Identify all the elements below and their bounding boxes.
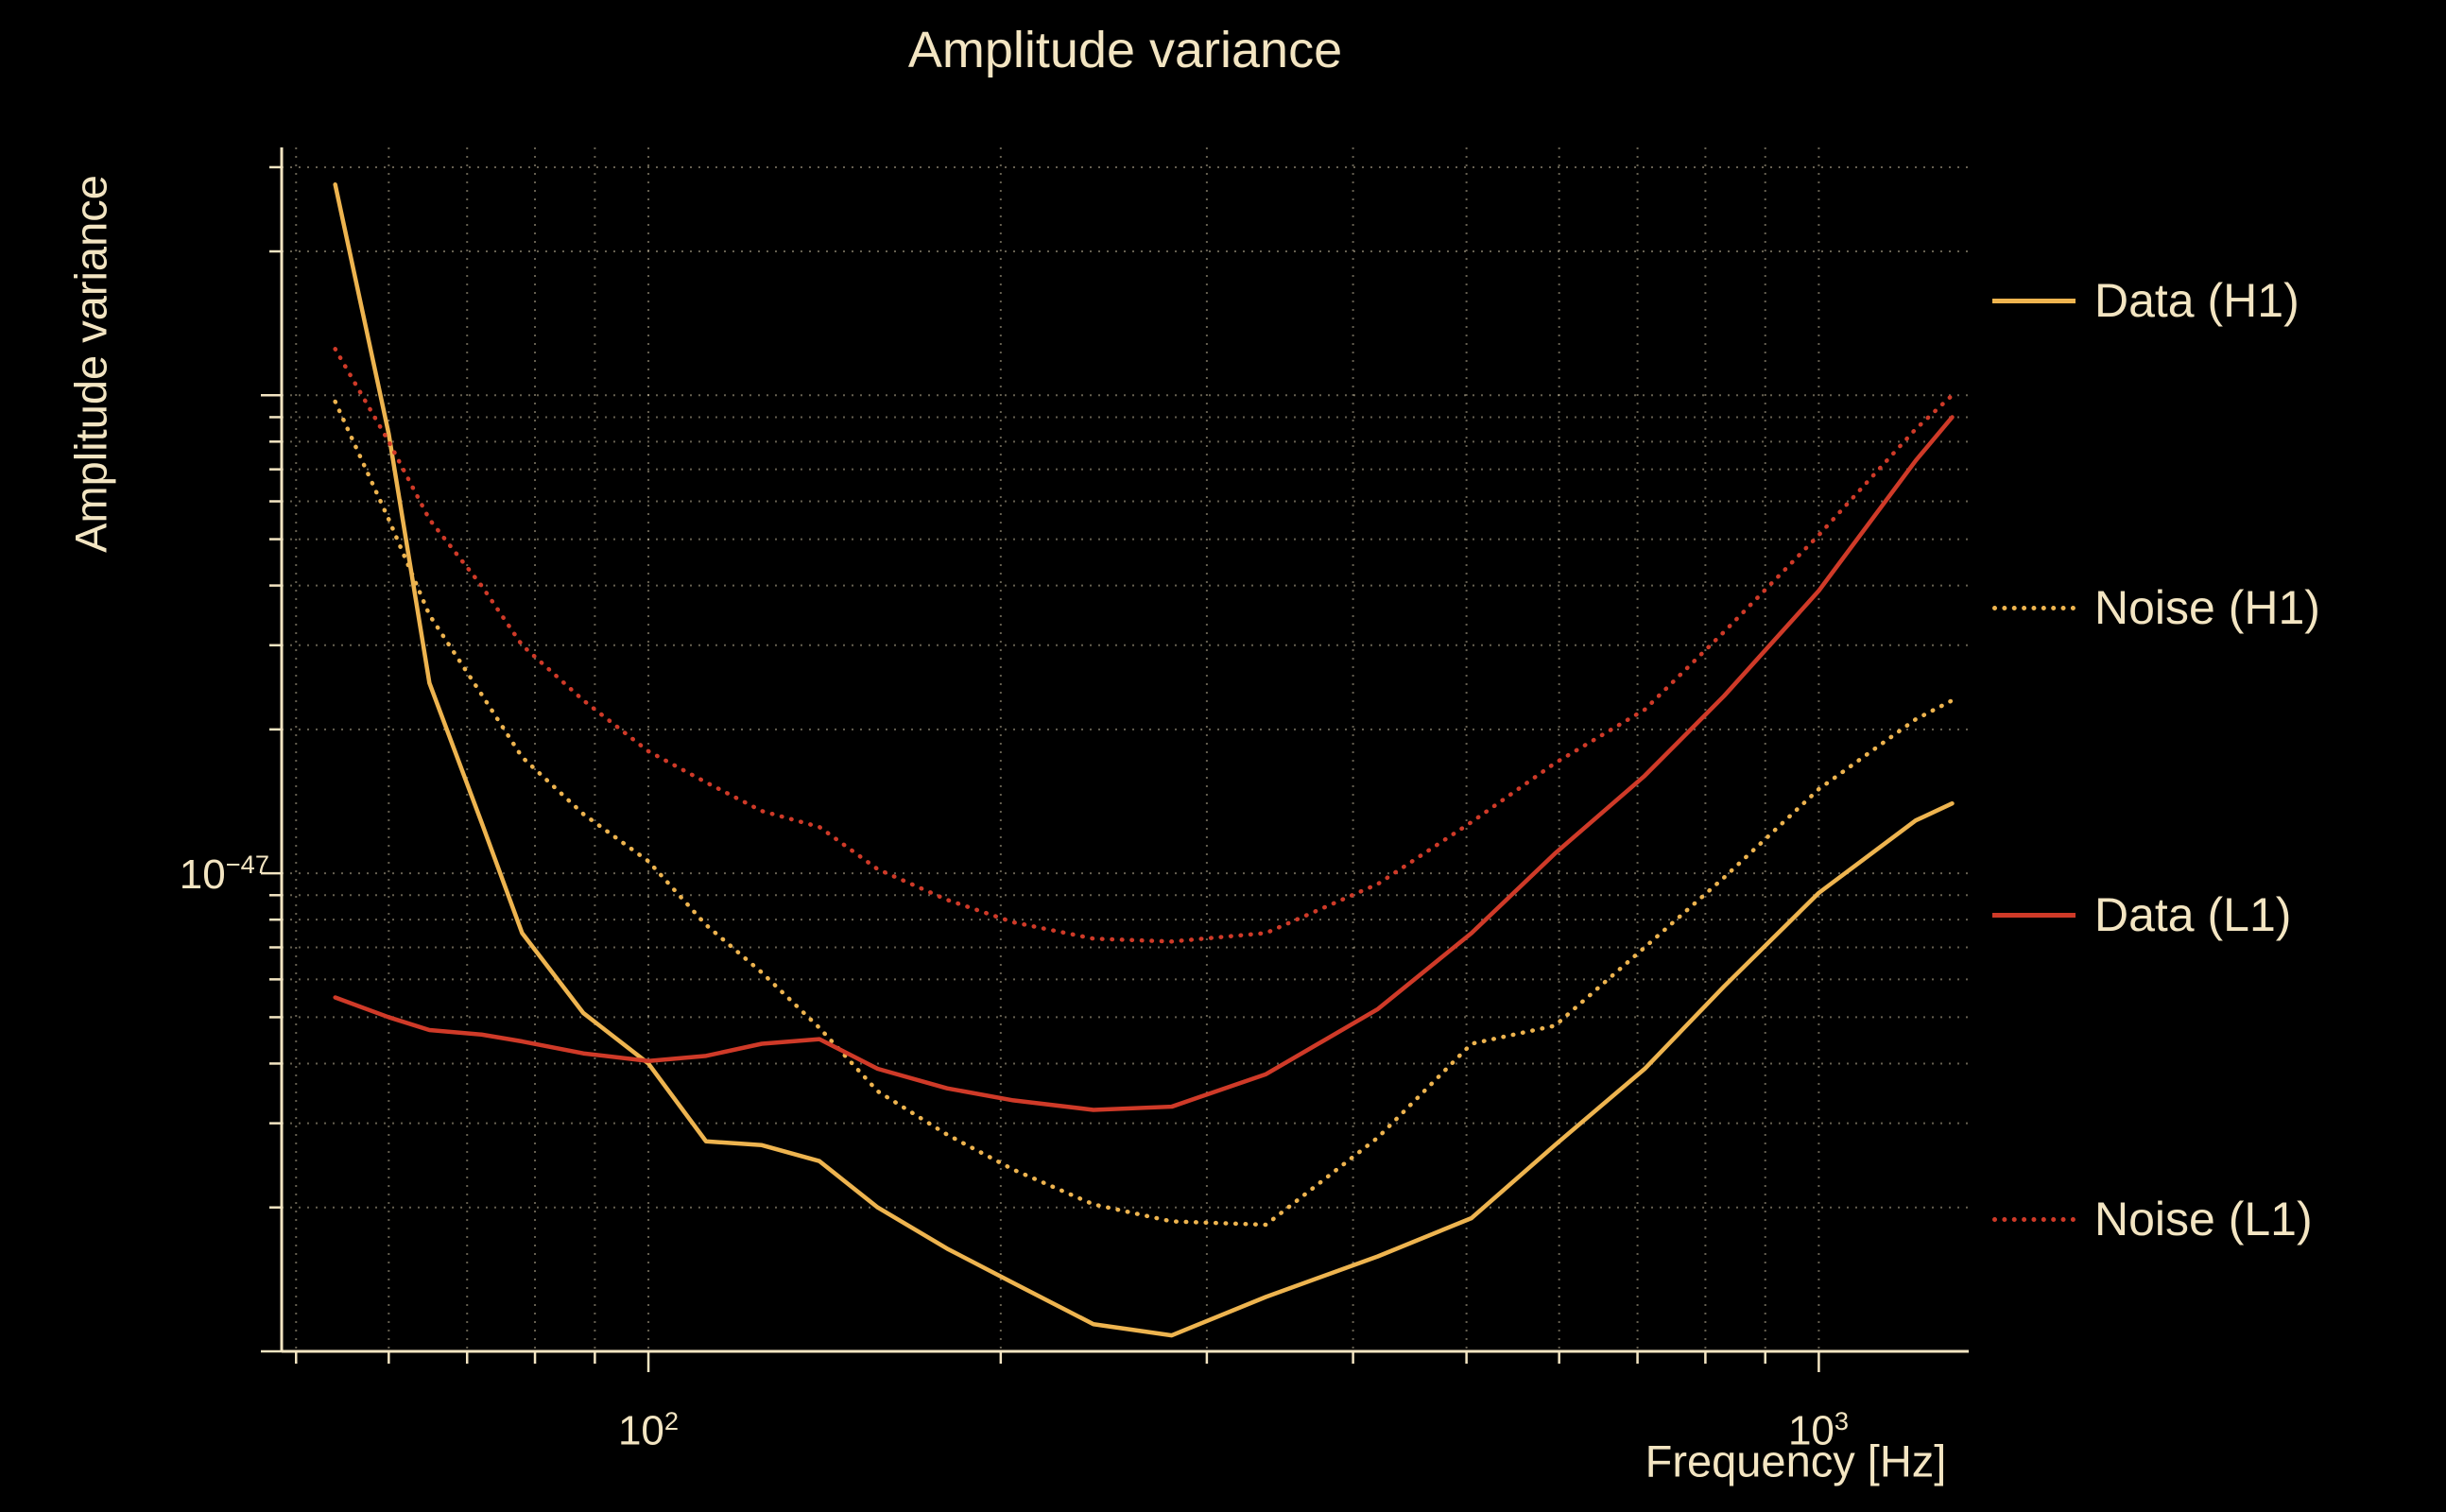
legend-line-sample-dotted-red bbox=[1992, 1216, 2076, 1222]
legend-line-sample-solid-gold bbox=[1992, 298, 2076, 303]
legend-label: Data (H1) bbox=[2094, 274, 2300, 327]
legend-label: Noise (L1) bbox=[2094, 1193, 2313, 1246]
series-line-noise-l1- bbox=[333, 347, 1955, 944]
legend-label: Data (L1) bbox=[2094, 888, 2292, 941]
legend-line-sample-dotted-gold bbox=[1992, 605, 2076, 610]
x-axis-label: Frequency [Hz] bbox=[1645, 1435, 1947, 1486]
x-tick-label-100: 102 bbox=[617, 1406, 680, 1454]
series-lines bbox=[333, 182, 1955, 1338]
grid-lines bbox=[282, 147, 1969, 1352]
axis-spines bbox=[280, 147, 1969, 1353]
tick-marks bbox=[261, 165, 1820, 1372]
x-tick-label-1000: 103 bbox=[1787, 1406, 1850, 1454]
series-line-data-h1- bbox=[333, 182, 1955, 1338]
legend-item-data-h1: Data (H1) bbox=[1992, 273, 2300, 328]
legend-item-data-l1: Data (L1) bbox=[1992, 887, 2291, 942]
legend-label: Noise (H1) bbox=[2094, 581, 2320, 634]
legend-line-sample-solid-red bbox=[1992, 912, 2076, 918]
series-line-data-l1- bbox=[333, 415, 1955, 1112]
chart-title: Amplitude variance bbox=[907, 22, 1343, 78]
y-tick-label-1e-47: 10−47 bbox=[179, 850, 269, 898]
series-line-noise-h1- bbox=[333, 399, 1955, 1228]
y-axis-label: Amplitude variance bbox=[65, 175, 116, 553]
legend-item-noise-h1: Noise (H1) bbox=[1992, 580, 2320, 635]
legend-item-noise-l1: Noise (L1) bbox=[1992, 1192, 2313, 1246]
